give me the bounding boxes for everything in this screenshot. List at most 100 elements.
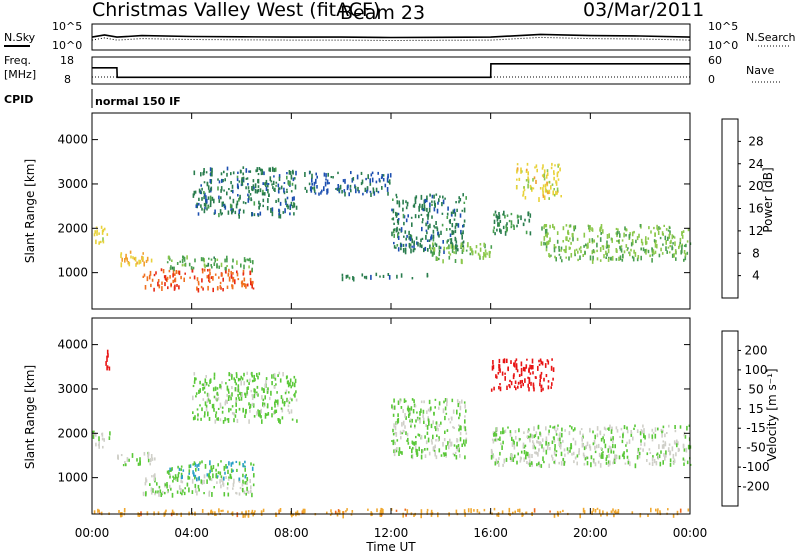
power-cell-4: [266, 182, 268, 185]
power-cell-10: [543, 241, 545, 246]
velocity-cell-8: [586, 441, 589, 447]
velocity-cell-3: [172, 479, 174, 483]
velocity-cell-7: [551, 358, 553, 361]
power-cell-2: [183, 277, 185, 282]
velocity-cell-8: [502, 430, 505, 434]
velocity-cell-6: [427, 418, 430, 422]
velocity-cell-8: [671, 446, 674, 452]
power-cell-6: [450, 211, 453, 217]
power-cell-10: [673, 253, 675, 258]
velocity-cell-5: [288, 411, 291, 415]
power-cell-7: [478, 254, 481, 259]
power-cell-4: [293, 212, 295, 216]
velocity-cell-8: [547, 432, 550, 436]
velocity-cell-6: [400, 436, 402, 440]
velocity-cell-5: [199, 388, 201, 393]
power-cell-6: [434, 226, 436, 229]
velocity-cell-5: [239, 391, 241, 395]
velocity-cell-9: [291, 513, 293, 518]
velocity-cell-8: [636, 455, 639, 460]
power-cell-4: [275, 184, 277, 187]
velocity-cell-8: [558, 441, 561, 446]
power-cell-2: [172, 269, 175, 275]
power-cell-2: [193, 275, 196, 280]
velocity-cell-8: [597, 460, 600, 464]
power-cell-6: [397, 247, 400, 252]
power-cell-4: [247, 193, 249, 197]
velocity-cell-8: [596, 433, 599, 438]
velocity-cell-6: [459, 454, 461, 458]
velocity-cell-5: [209, 399, 211, 404]
power-cell-4: [278, 213, 280, 216]
power-cell-5: [361, 179, 364, 184]
velocity-cell-8: [532, 442, 535, 447]
velocity-cell-8: [662, 460, 664, 465]
power-cell-4: [221, 201, 224, 205]
velocity-cell-8: [661, 444, 664, 449]
velocity-cell-6: [435, 439, 437, 442]
power-cell-5: [314, 192, 317, 195]
velocity-cell-5: [295, 390, 297, 394]
velocity-cell-8: [583, 446, 586, 451]
power-cell-10: [625, 234, 627, 237]
nsearch-line: [91, 36, 691, 42]
velocity-cell-6: [411, 448, 413, 454]
velocity-cell-7: [516, 369, 519, 373]
power-cell-4: [254, 188, 257, 194]
velocity-cell-5: [195, 392, 198, 395]
power-cell-2: [249, 277, 252, 282]
power-cell-10: [544, 242, 547, 246]
velocity-cell-1: [106, 349, 109, 355]
power-cell-4: [272, 186, 274, 190]
velocity-cell-8: [526, 435, 529, 438]
power-cell-2: [169, 275, 171, 279]
velocity-cell-5: [291, 398, 293, 402]
power-cell-10: [573, 225, 575, 229]
power-cell-8: [508, 219, 511, 223]
velocity-cell-6: [415, 441, 417, 445]
power-cell-7: [448, 251, 450, 254]
power-cell-4: [270, 207, 272, 213]
velocity-cell-4: [208, 472, 210, 477]
velocity-cell-8: [654, 433, 657, 439]
power-cell-10: [665, 228, 668, 231]
power-cell-3: [236, 260, 238, 265]
power-cell-3: [248, 265, 250, 269]
power-cell-6: [403, 215, 406, 219]
power-cell-6: [404, 230, 407, 234]
power-cell-10: [636, 257, 639, 262]
power-cell-10: [606, 244, 609, 249]
velocity-cell-8: [516, 460, 518, 465]
velocity-cell-3: [151, 475, 153, 478]
power-cell-6: [420, 213, 423, 216]
power-cell-2: [228, 268, 230, 273]
power-cell-10: [668, 251, 671, 254]
power-cell-10: [580, 249, 582, 254]
power-cell-4: [213, 198, 215, 204]
power-cell-6: [447, 239, 449, 242]
power-cell-6: [449, 233, 452, 237]
velocity-cell-5: [251, 379, 254, 383]
velocity-cell-7: [529, 364, 531, 370]
power-cell-9: [543, 173, 546, 177]
power-cell-5: [365, 177, 367, 181]
power-cell-6: [445, 228, 448, 231]
power-cell-3: [214, 258, 216, 263]
power-cell-8: [502, 213, 504, 216]
velocity-cell-6: [420, 408, 422, 413]
velocity-cell-8: [570, 444, 573, 450]
power-heatmap: [93, 162, 692, 293]
power-cell-2: [219, 285, 222, 289]
power-cell-9: [546, 169, 549, 173]
velocity-cell-8: [529, 438, 531, 441]
velocity-cell-5: [230, 408, 232, 411]
power-cell-10: [651, 247, 653, 251]
power-cell-2: [217, 286, 219, 291]
velocity-panel-bg: [92, 318, 690, 514]
velocity-cell-6: [413, 399, 415, 404]
velocity-cell-5: [246, 390, 248, 395]
velocity-cell-8: [553, 450, 556, 456]
power-cell-2: [165, 278, 167, 281]
power-cell-6: [462, 193, 464, 197]
velocity-ytick-label: 1000: [57, 471, 88, 485]
